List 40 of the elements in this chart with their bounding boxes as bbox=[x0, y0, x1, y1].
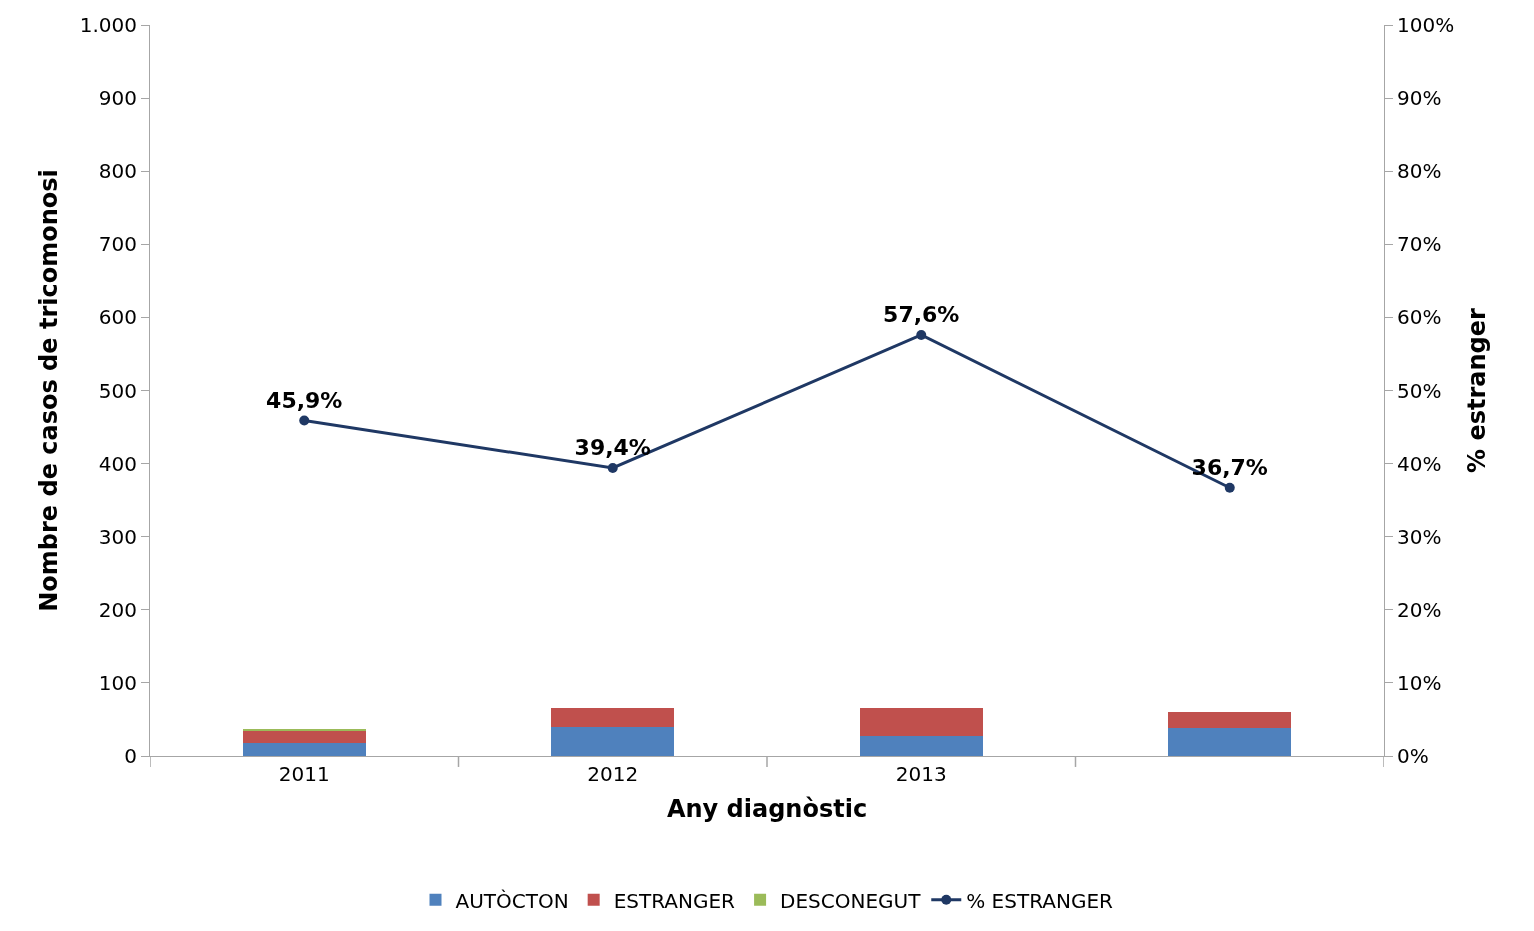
point bbox=[916, 329, 927, 340]
data-label: 45,9% bbox=[266, 387, 343, 413]
y2-tick-label: 40% bbox=[1397, 451, 1442, 476]
legend-label: ESTRANGER bbox=[613, 888, 736, 913]
y2-axis-title: % estranger bbox=[1463, 307, 1492, 473]
y-tick-label: 900 bbox=[98, 86, 137, 111]
y2-tick-label: 30% bbox=[1397, 524, 1442, 549]
y-tick-label: 0 bbox=[124, 744, 137, 768]
y2-tick-label: 20% bbox=[1397, 597, 1442, 622]
y-tick-label: 200 bbox=[98, 597, 137, 622]
legend-label: % ESTRANGER bbox=[966, 888, 1114, 913]
y-tick-label: 1.000 bbox=[79, 13, 137, 37]
y-axis-title: Nombre de casos de tricomonosi bbox=[34, 169, 63, 612]
y-tick-label: 700 bbox=[98, 232, 137, 257]
legend-label: AUTÒCTON bbox=[455, 888, 569, 913]
point bbox=[607, 462, 618, 473]
y2-tick-label: 70% bbox=[1397, 232, 1442, 257]
x-tick-label: 2012 bbox=[587, 762, 639, 786]
y-tick-label: 100 bbox=[98, 670, 137, 695]
x-tick-label: 2013 bbox=[895, 762, 947, 786]
data-label: 36,7% bbox=[1191, 454, 1268, 480]
y2-tick-label: 60% bbox=[1397, 305, 1442, 330]
y2-tick-label: 50% bbox=[1397, 378, 1442, 403]
y2-tick-label: 90% bbox=[1397, 86, 1442, 111]
y-tick-label: 400 bbox=[98, 451, 137, 476]
y-tick-label: 600 bbox=[98, 305, 137, 330]
point bbox=[299, 415, 310, 426]
y-tick-label: 800 bbox=[98, 159, 137, 184]
x-tick-label: 2011 bbox=[278, 762, 330, 786]
y2-tick-label: 80% bbox=[1397, 159, 1442, 184]
y-tick-label: 300 bbox=[98, 524, 137, 549]
point bbox=[1224, 482, 1235, 493]
y2-tick-label: 10% bbox=[1397, 670, 1442, 695]
y-tick-label: 500 bbox=[98, 378, 137, 403]
y2-tick-label: 0% bbox=[1397, 744, 1429, 768]
x-axis-title: Any diagnòstic bbox=[666, 795, 868, 824]
legend-label: DESCONEGUT bbox=[780, 888, 922, 913]
y2-tick-label: 100% bbox=[1397, 13, 1455, 37]
data-label: 39,4% bbox=[574, 435, 651, 461]
data-label: 57,6% bbox=[883, 302, 960, 328]
